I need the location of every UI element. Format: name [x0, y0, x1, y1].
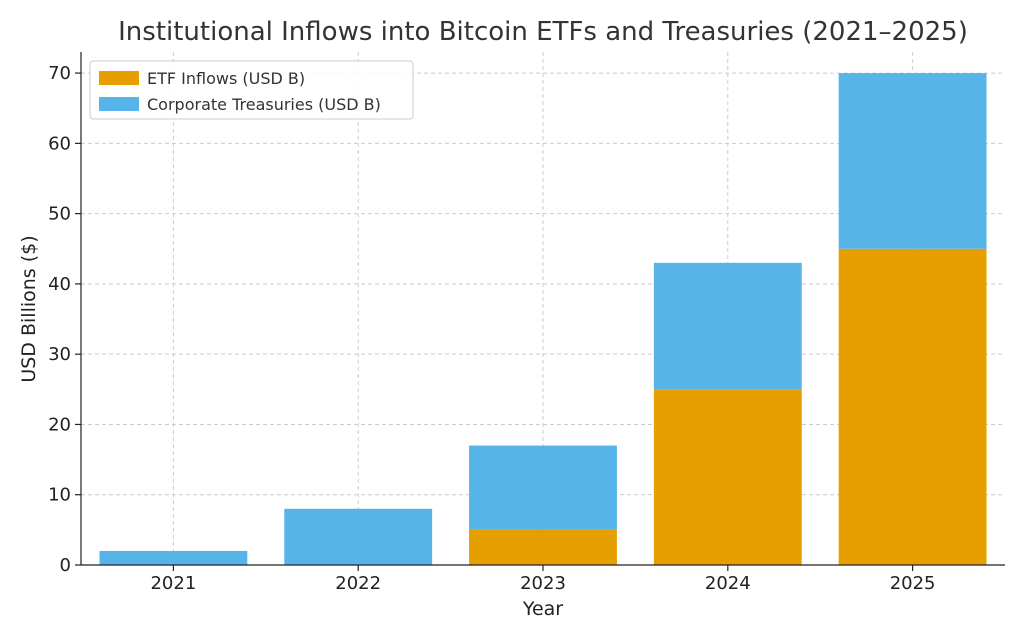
etf-bar-2025	[838, 248, 987, 565]
x-tick-label: 2024	[705, 573, 751, 594]
chart-title: Institutional Inflows into Bitcoin ETFs …	[118, 17, 968, 47]
y-tick-label: 70	[48, 63, 71, 84]
bars-layer	[99, 73, 987, 565]
x-tick-label: 2023	[520, 573, 566, 594]
y-axis-label: USD Billions ($)	[18, 235, 40, 382]
treasury-bar-2025	[838, 73, 987, 249]
ticks-layer: 0 10 20 30 40 50 60 70 2021 2022 2023 2024 2025	[48, 63, 935, 594]
legend-box	[89, 60, 414, 120]
legend: ETF Inflows (USD B) Corporate Treasuries …	[89, 60, 414, 120]
legend-label: ETF Inflows (USD B)	[147, 69, 305, 88]
x-tick-label: 2025	[890, 573, 936, 594]
treasury-bar-2024	[653, 262, 802, 390]
y-tick-label: 40	[48, 274, 71, 295]
legend-swatch	[99, 71, 139, 85]
y-tick-label: 0	[60, 555, 71, 576]
treasury-bar-2022	[284, 508, 433, 565]
x-axis-label: Year	[522, 598, 563, 620]
legend-label: Corporate Treasuries (USD B)	[147, 95, 381, 114]
treasury-bar-2023	[469, 445, 617, 530]
etf-bar-2024	[653, 389, 802, 565]
y-tick-label: 30	[48, 344, 71, 365]
y-tick-label: 60	[48, 133, 71, 154]
etf-bar-2023	[469, 529, 617, 565]
treasury-bar-2021	[99, 550, 248, 565]
y-tick-label: 10	[48, 485, 71, 506]
legend-swatch	[99, 97, 139, 111]
y-tick-label: 20	[48, 414, 71, 435]
x-tick-label: 2021	[150, 573, 196, 594]
y-tick-label: 50	[48, 204, 71, 225]
x-tick-label: 2022	[335, 573, 381, 594]
